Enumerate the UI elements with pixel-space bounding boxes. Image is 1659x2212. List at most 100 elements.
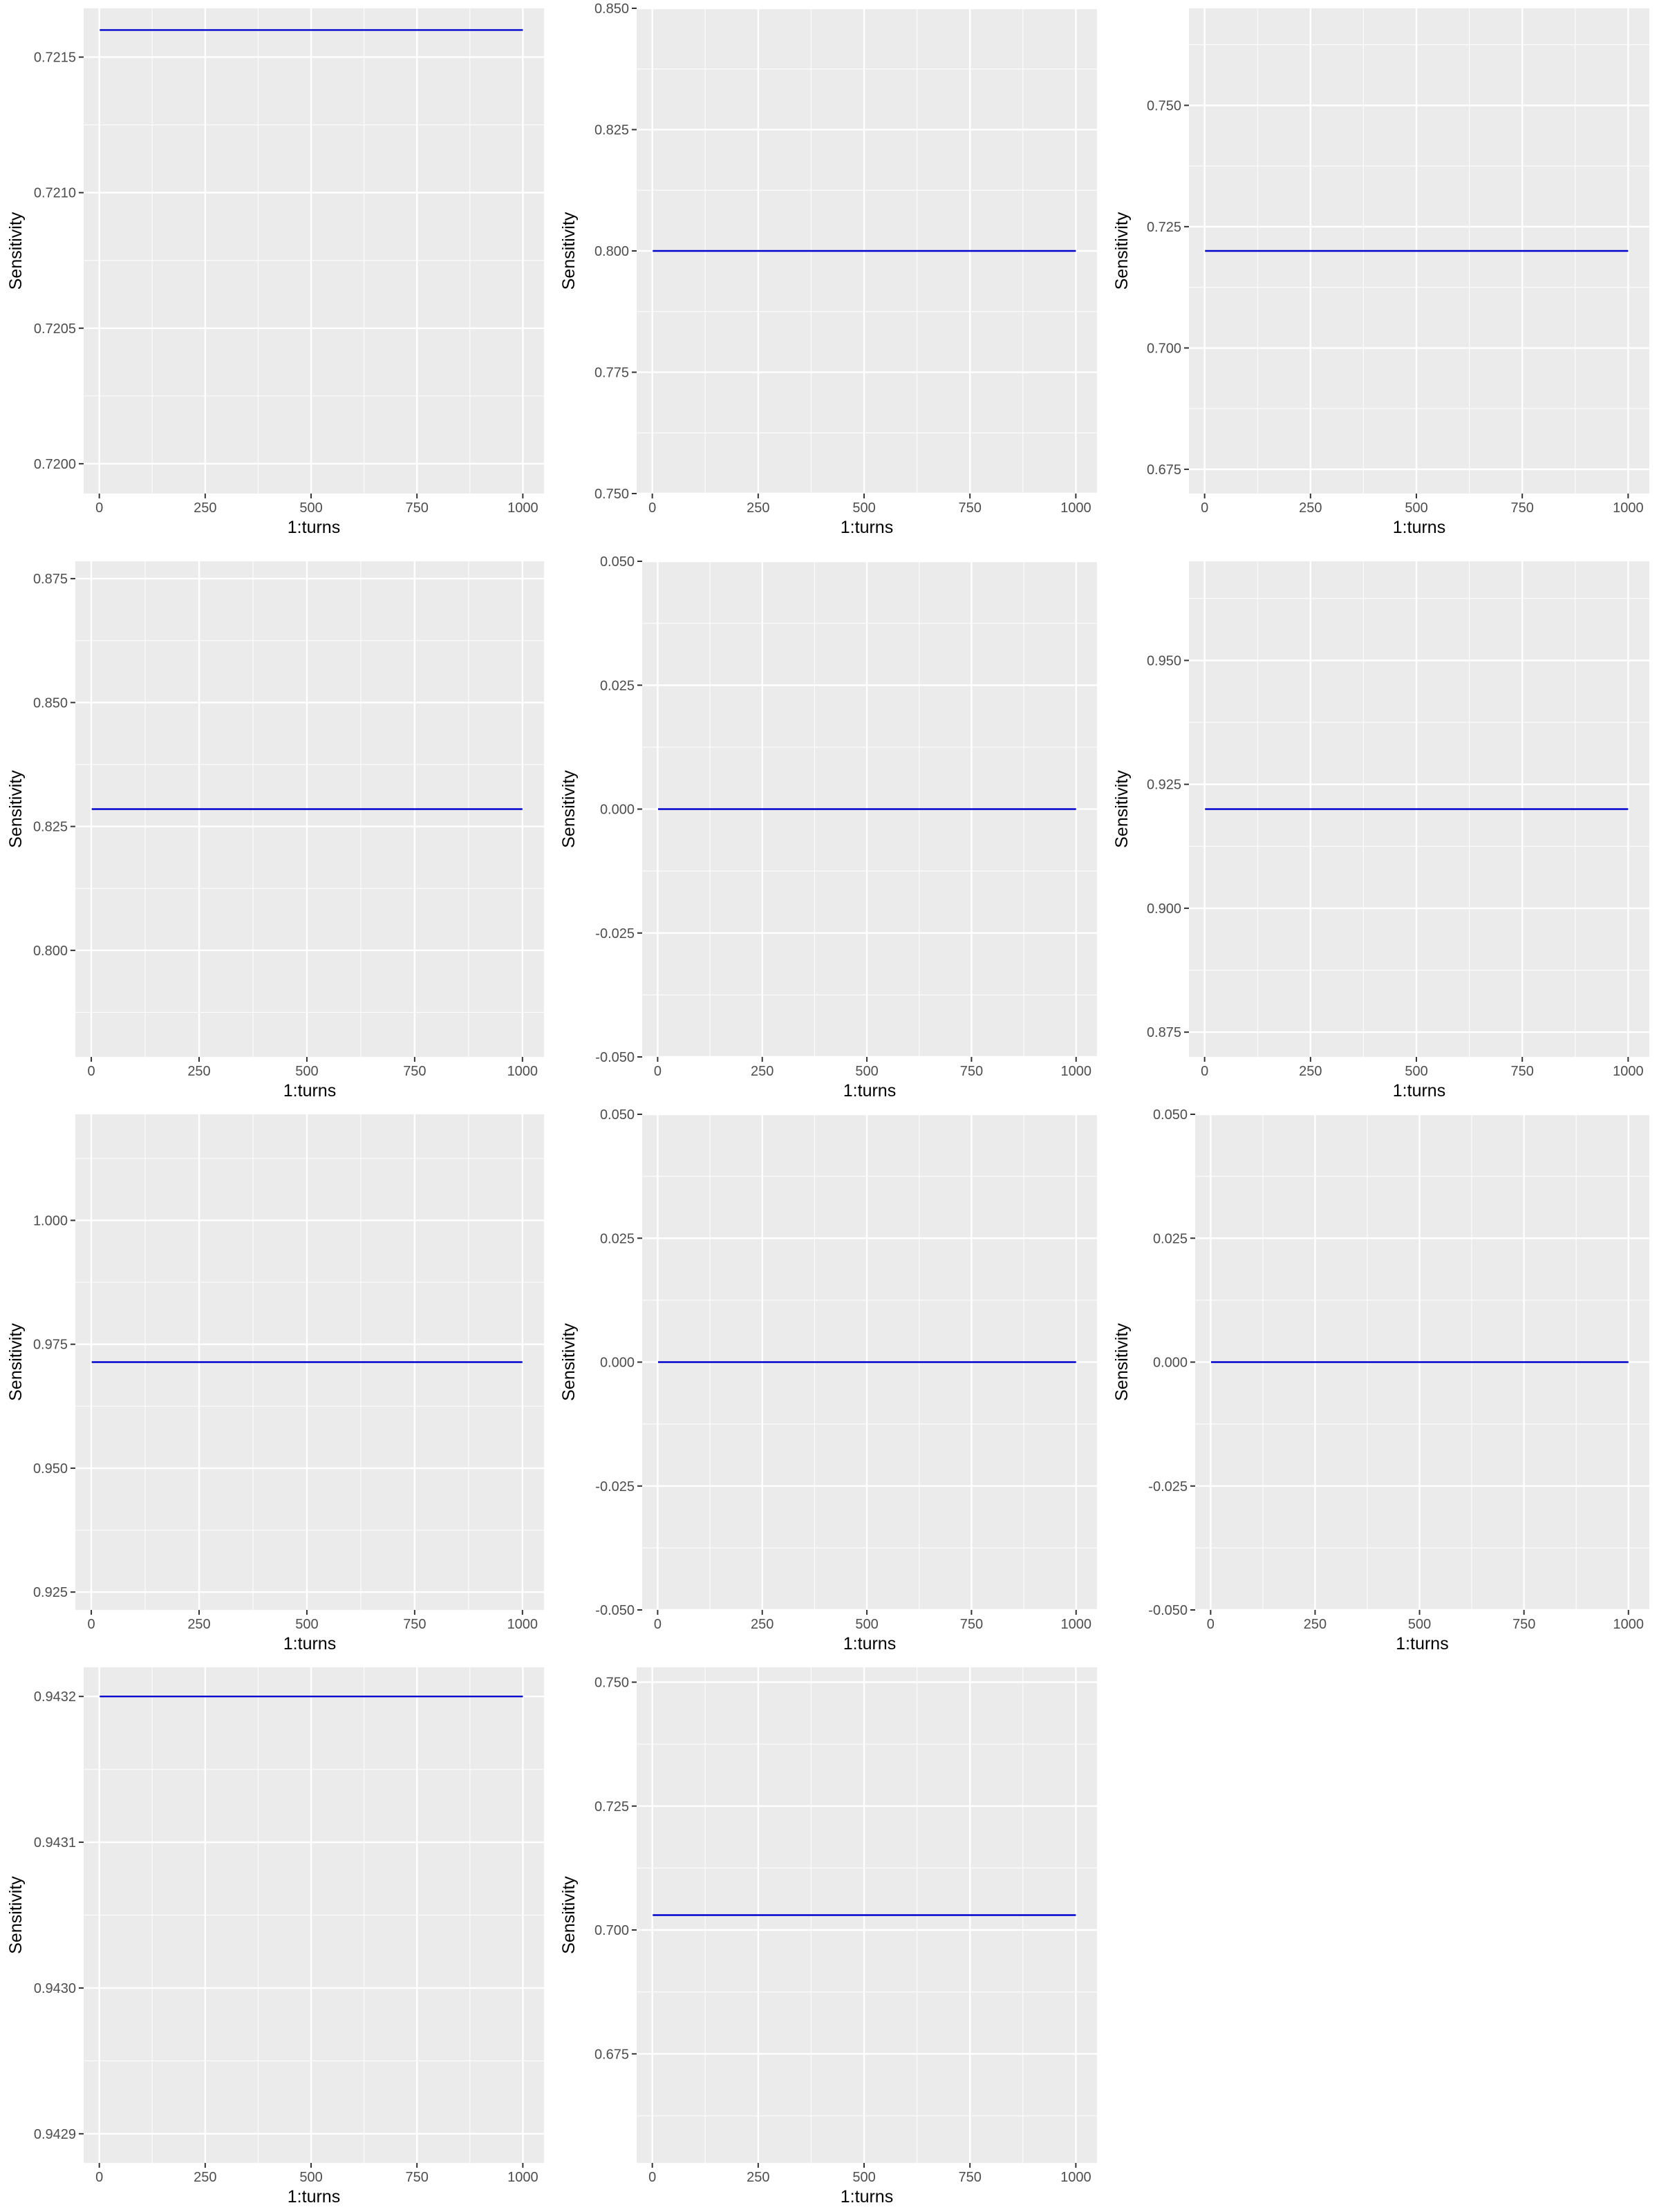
x-axis-title: 1:turns	[283, 1634, 336, 1653]
y-tick-label: 0.025	[1153, 1231, 1188, 1246]
y-tick-label: 0.725	[1147, 220, 1181, 235]
y-tick-label: 0.000	[600, 803, 635, 818]
x-tick-label: 250	[1304, 1617, 1327, 1632]
x-tick-label: 250	[1299, 500, 1322, 516]
y-tick-label: 0.875	[1147, 1025, 1181, 1040]
y-tick-label: 0.800	[33, 944, 68, 959]
chart-panel-4: 0 250 500 750 1000 0.800 0.825 0.850 0.875 1:turn…	[0, 553, 553, 1106]
x-tick-label: 0	[95, 500, 103, 516]
chart-svg: 0 250 500 750 1000 0.800 0.825 0.850 0.875 1:turn…	[6, 561, 544, 1100]
x-tick-label: 250	[194, 2170, 216, 2185]
y-tick-label: 0.050	[600, 1107, 635, 1123]
x-tick-label: 250	[747, 2170, 769, 2185]
y-tick-label: 0.900	[1147, 901, 1181, 917]
chart-svg: 0 250 500 750 1000 0.925 0.950 0.975 1.000 1:turn…	[6, 1114, 544, 1653]
chart-panel-6: 0 250 500 750 1000 0.875 0.900 0.925 0.950 1:turn…	[1106, 553, 1659, 1106]
y-tick-label: 0.675	[1147, 462, 1181, 478]
y-tick-label: 0.875	[33, 572, 68, 587]
chart-panel-7: 0 250 500 750 1000 0.925 0.950 0.975 1.000 1:turn…	[0, 1106, 553, 1659]
y-tick-label: 0.9432	[34, 1689, 76, 1705]
y-axis-title: Sensitivity	[6, 770, 26, 848]
y-tick-label: 0.850	[594, 1, 629, 17]
chart-panel-8: 0 250 500 750 1000 -0.050 -0.025 0.000 0.025 0.05…	[553, 1106, 1106, 1659]
x-axis-title: 1:turns	[283, 1081, 336, 1100]
y-tick-label: 0.700	[594, 1923, 629, 1938]
x-tick-label: 0	[88, 1617, 95, 1632]
x-tick-label: 750	[406, 500, 429, 516]
x-tick-label: 1000	[507, 500, 538, 516]
chart-svg: 0 250 500 750 1000 0.750 0.775 0.800 0.825 0.850 1…	[559, 1, 1097, 537]
x-tick-label: 0	[1201, 1064, 1208, 1079]
x-axis-title: 1:turns	[1393, 1081, 1445, 1100]
x-tick-label: 500	[1408, 1617, 1431, 1632]
x-tick-label: 250	[187, 1617, 210, 1632]
plot-background	[84, 8, 544, 494]
x-tick-label: 750	[959, 500, 982, 516]
x-tick-label: 750	[1512, 1617, 1535, 1632]
y-tick-label: 0.9430	[34, 1981, 76, 1996]
x-tick-label: 0	[654, 1064, 662, 1079]
x-tick-label: 1000	[1060, 2170, 1091, 2185]
y-tick-label: 0.925	[1147, 778, 1181, 793]
x-tick-label: 0	[95, 2170, 103, 2185]
x-tick-label: 0	[88, 1064, 95, 1079]
y-tick-label: 0.025	[600, 678, 635, 693]
y-tick-label: 0.025	[600, 1231, 635, 1246]
y-axis-title: Sensitivity	[6, 1323, 26, 1401]
x-tick-label: 750	[1511, 1064, 1534, 1079]
x-tick-label: 750	[960, 1617, 983, 1632]
x-tick-label: 500	[295, 1064, 318, 1079]
chart-panel-10: 0 250 500 750 1000 0.9429 0.9430 0.9431 0.9432 1:…	[0, 1659, 553, 2212]
x-tick-label: 500	[1405, 500, 1427, 516]
x-tick-label: 0	[648, 500, 656, 516]
y-axis-title: Sensitivity	[559, 1323, 579, 1401]
chart-panel-9: 0 250 500 750 1000 -0.050 -0.025 0.000 0.025 0.05…	[1106, 1106, 1659, 1659]
chart-svg: 0 250 500 750 1000 -0.050 -0.025 0.000 0.025 0.05…	[1112, 1107, 1649, 1653]
x-tick-label: 1000	[507, 1617, 538, 1632]
x-tick-label: 250	[187, 1064, 210, 1079]
y-tick-label: -0.025	[595, 1479, 635, 1494]
x-tick-label: 1000	[1060, 1617, 1091, 1632]
y-tick-label: 0.750	[1147, 98, 1181, 113]
chart-svg: 0 250 500 750 1000 -0.050 -0.025 0.000 0.025 0.05…	[559, 1107, 1097, 1653]
x-tick-label: 0	[1201, 500, 1208, 516]
x-tick-label: 500	[855, 1064, 878, 1079]
chart-panel-2: 0 250 500 750 1000 0.750 0.775 0.800 0.825 0.850 1…	[553, 0, 1106, 553]
x-tick-label: 750	[960, 1064, 983, 1079]
x-axis-title: 1:turns	[288, 518, 340, 537]
x-axis-title: 1:turns	[843, 1081, 896, 1100]
x-tick-label: 0	[654, 1617, 662, 1632]
chart-panel-3: 0 250 500 750 1000 0.675 0.700 0.725 0.750 1:turn…	[1106, 0, 1659, 553]
x-tick-label: 500	[852, 2170, 875, 2185]
x-tick-label: 1000	[1060, 1064, 1091, 1079]
x-tick-label: 1000	[507, 2170, 538, 2185]
x-tick-label: 1000	[507, 1064, 538, 1079]
y-axis-title: Sensitivity	[559, 212, 579, 290]
x-tick-label: 750	[1511, 500, 1534, 516]
x-tick-label: 1000	[1613, 500, 1644, 516]
x-axis-title: 1:turns	[288, 2187, 340, 2206]
x-tick-label: 500	[855, 1617, 878, 1632]
y-tick-label: 0.700	[1147, 341, 1181, 356]
y-tick-label: 0.750	[594, 487, 629, 502]
y-axis-title: Sensitivity	[6, 1876, 26, 1954]
chart-svg: 0 250 500 750 1000 0.675 0.700 0.725 0.750 1:turn…	[559, 1667, 1097, 2206]
y-tick-label: 0.950	[33, 1461, 68, 1477]
chart-svg: 0 250 500 750 1000 0.7200 0.7205 0.7210 0.7215 1:…	[6, 8, 544, 537]
chart-svg: 0 250 500 750 1000 -0.050 -0.025 0.000 0.025 0.05…	[559, 554, 1097, 1100]
y-axis-title: Sensitivity	[559, 770, 579, 848]
y-tick-label: 0.7200	[34, 457, 76, 472]
y-tick-label: 0.000	[1153, 1356, 1188, 1371]
y-axis-title: Sensitivity	[6, 212, 26, 290]
x-axis-title: 1:turns	[843, 1634, 896, 1653]
y-tick-label: -0.025	[595, 926, 635, 941]
y-tick-label: 0.725	[594, 1799, 629, 1815]
x-tick-label: 500	[1405, 1064, 1427, 1079]
y-tick-label: 0.800	[594, 244, 629, 259]
x-tick-label: 750	[406, 2170, 429, 2185]
chart-svg: 0 250 500 750 1000 0.9429 0.9430 0.9431 0.9432 1:…	[6, 1667, 544, 2206]
y-tick-label: 0.000	[600, 1356, 635, 1371]
y-tick-label: 0.7210	[34, 186, 76, 201]
x-tick-label: 250	[747, 500, 769, 516]
